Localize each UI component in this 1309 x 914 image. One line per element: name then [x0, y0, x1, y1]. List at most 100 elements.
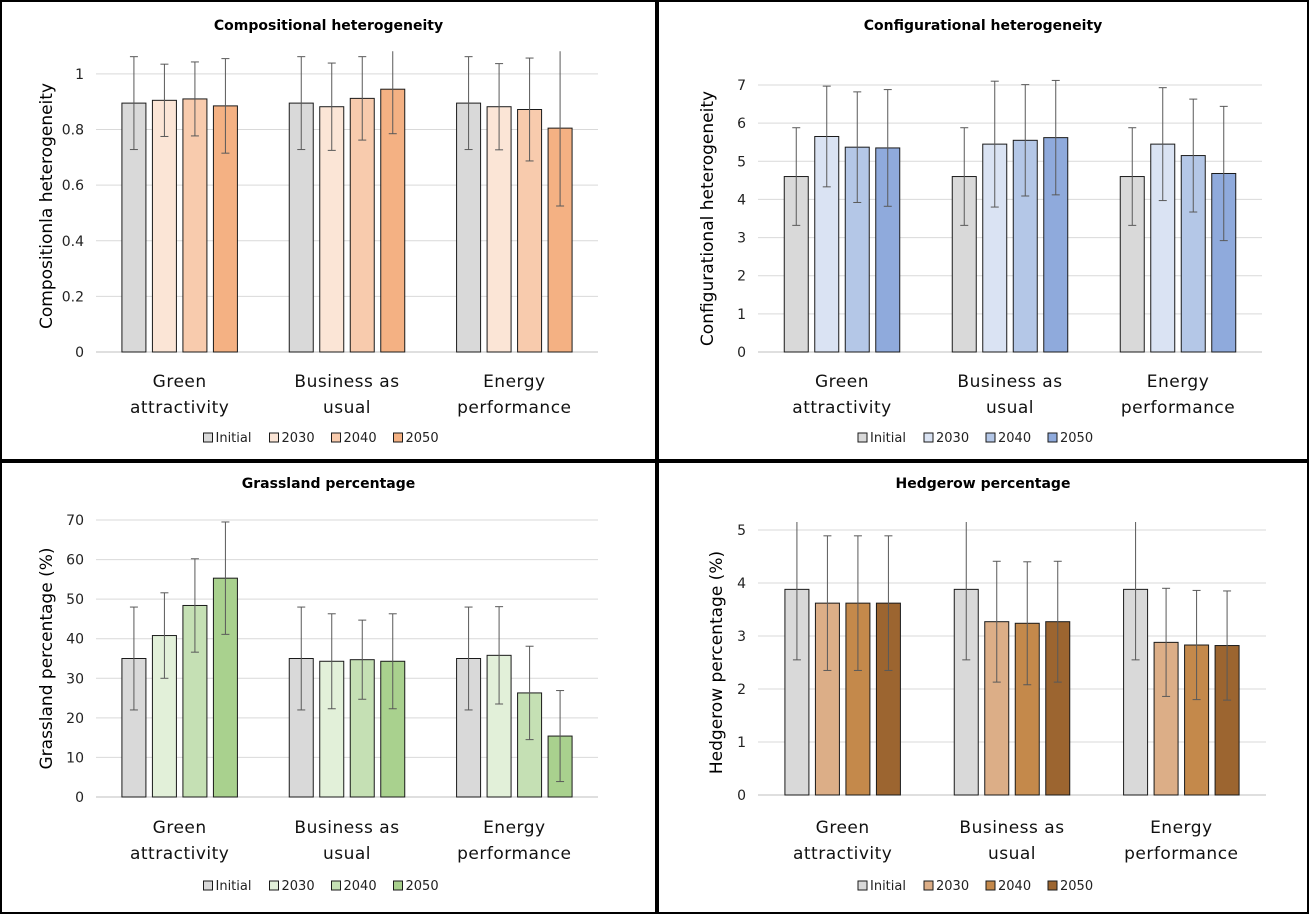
legend-label: 2050	[1060, 879, 1093, 894]
legend-label: Initial	[870, 879, 906, 894]
y-tick-label: 0.6	[62, 178, 84, 194]
chart-title: Configurational heterogeneity	[864, 18, 1103, 34]
legend-label: 2040	[344, 879, 377, 894]
y-axis-label: Grassland percentage (%)	[37, 547, 57, 769]
x-category-label: usual	[986, 398, 1034, 418]
bar-2040	[349, 97, 375, 353]
legend-swatch-2030	[269, 880, 279, 891]
legend: Initial 2030 2040 2050	[203, 879, 439, 894]
legend-swatch-2050	[1047, 432, 1058, 443]
x-category-label: attractivity	[130, 398, 229, 418]
legend-swatch-2040	[985, 432, 996, 443]
legend-label: 2030	[282, 879, 315, 894]
chart-title: Hedgerow percentage	[896, 476, 1071, 492]
y-tick-label: 1	[75, 67, 84, 83]
legend-swatch-2040	[331, 432, 341, 443]
legend-label: Initial	[216, 431, 252, 446]
bar-2050	[1043, 137, 1069, 353]
chart-panel-1: Compositional heterogeneity 0 0.2 0.4 0.6 0.8…	[0, 0, 657, 461]
legend-label: 2050	[406, 879, 439, 894]
bar-2030	[151, 99, 177, 353]
legend-swatch-2030	[269, 432, 279, 443]
legend-swatch-2040	[985, 880, 996, 891]
y-axis-label: Configurational heterogeneity	[698, 91, 718, 346]
x-category-label: performance	[457, 398, 571, 418]
y-axis-label: Hedgerow percentage (%)	[707, 551, 727, 774]
y-tick-label: 3	[737, 629, 746, 645]
legend-label: 2040	[998, 431, 1031, 446]
legend-label: Initial	[870, 431, 906, 446]
y-tick-label: 6	[737, 116, 746, 132]
x-category-label: Business as	[294, 372, 399, 392]
x-category-label: usual	[988, 844, 1036, 864]
x-category-label: Green	[153, 818, 207, 838]
x-category-label: Green	[815, 372, 869, 392]
y-tick-label: 30	[66, 671, 84, 687]
legend-swatch-initial	[203, 432, 213, 443]
chart-panel-4: Hedgerow percentage 0 1 2 3 4 5 Hedgerow percen…	[657, 461, 1309, 914]
legend: Initial 2030 2040 2050	[203, 431, 439, 446]
y-tick-label: 20	[66, 711, 84, 727]
x-category-label: attractivity	[793, 844, 892, 864]
legend-swatch-initial	[857, 432, 868, 443]
y-tick-label: 7	[737, 78, 746, 94]
legend-swatch-2040	[331, 880, 341, 891]
y-tick-label: 4	[737, 192, 746, 208]
panel-border	[0, 461, 657, 914]
legend-swatch-initial	[857, 880, 868, 891]
y-tick-label: 0	[75, 345, 84, 361]
legend-label: 2030	[282, 431, 315, 446]
y-axis-label: Compositionla heterogeneity	[37, 83, 57, 329]
y-tick-label: 4	[737, 576, 746, 592]
legend-swatch-2050	[393, 432, 403, 443]
panel-border	[0, 0, 657, 461]
chart-title: Compositional heterogeneity	[214, 18, 443, 34]
legend-label: 2050	[1060, 431, 1093, 446]
x-category-label: performance	[1121, 398, 1235, 418]
legend-swatch-2030	[923, 880, 934, 891]
x-category-label: performance	[1124, 844, 1238, 864]
legend-label: 2040	[998, 879, 1031, 894]
x-category-label: attractivity	[792, 398, 891, 418]
legend: Initial 2030 2040 2050	[857, 431, 1093, 446]
y-tick-label: 3	[737, 231, 746, 247]
y-tick-label: 2	[737, 269, 746, 285]
x-category-label: Business as	[957, 372, 1062, 392]
y-tick-label: 0.4	[62, 234, 84, 250]
panel-border	[657, 0, 1309, 461]
legend-label: 2030	[936, 431, 969, 446]
x-category-label: usual	[323, 844, 371, 864]
y-tick-label: 40	[66, 632, 84, 648]
legend-label: 2030	[936, 879, 969, 894]
x-category-label: Energy	[483, 372, 546, 392]
legend-label: 2050	[406, 431, 439, 446]
y-tick-label: 50	[66, 592, 84, 608]
x-category-label: Green	[153, 372, 207, 392]
y-tick-label: 0.8	[62, 123, 84, 139]
legend-swatch-2050	[1047, 880, 1058, 891]
y-tick-label: 5	[737, 523, 746, 539]
chart-panel-2: Configurational heterogeneity 0 1 2 3 4 5 6 7 Con…	[657, 0, 1309, 461]
legend-label: Initial	[216, 879, 252, 894]
legend: Initial 2030 2040 2050	[857, 879, 1093, 894]
legend-label: 2040	[344, 431, 377, 446]
bar-2030	[1150, 143, 1176, 353]
y-tick-label: 0	[737, 788, 746, 804]
y-tick-label: 0	[737, 345, 746, 361]
y-tick-label: 2	[737, 682, 746, 698]
y-tick-label: 70	[66, 513, 84, 529]
y-tick-label: 0	[75, 790, 84, 806]
bar-2040	[182, 98, 208, 353]
x-category-label: attractivity	[130, 844, 229, 864]
x-category-label: Energy	[1147, 372, 1210, 392]
x-category-label: Business as	[294, 818, 399, 838]
legend-swatch-initial	[203, 880, 213, 891]
x-category-label: usual	[323, 398, 371, 418]
y-tick-label: 1	[737, 307, 746, 323]
bar-2030	[486, 654, 512, 798]
legend-swatch-2050	[393, 880, 403, 891]
chart-title: Grassland percentage	[242, 476, 415, 492]
x-category-label: Green	[816, 818, 870, 838]
y-tick-label: 5	[737, 154, 746, 170]
y-tick-label: 0.2	[62, 289, 84, 305]
